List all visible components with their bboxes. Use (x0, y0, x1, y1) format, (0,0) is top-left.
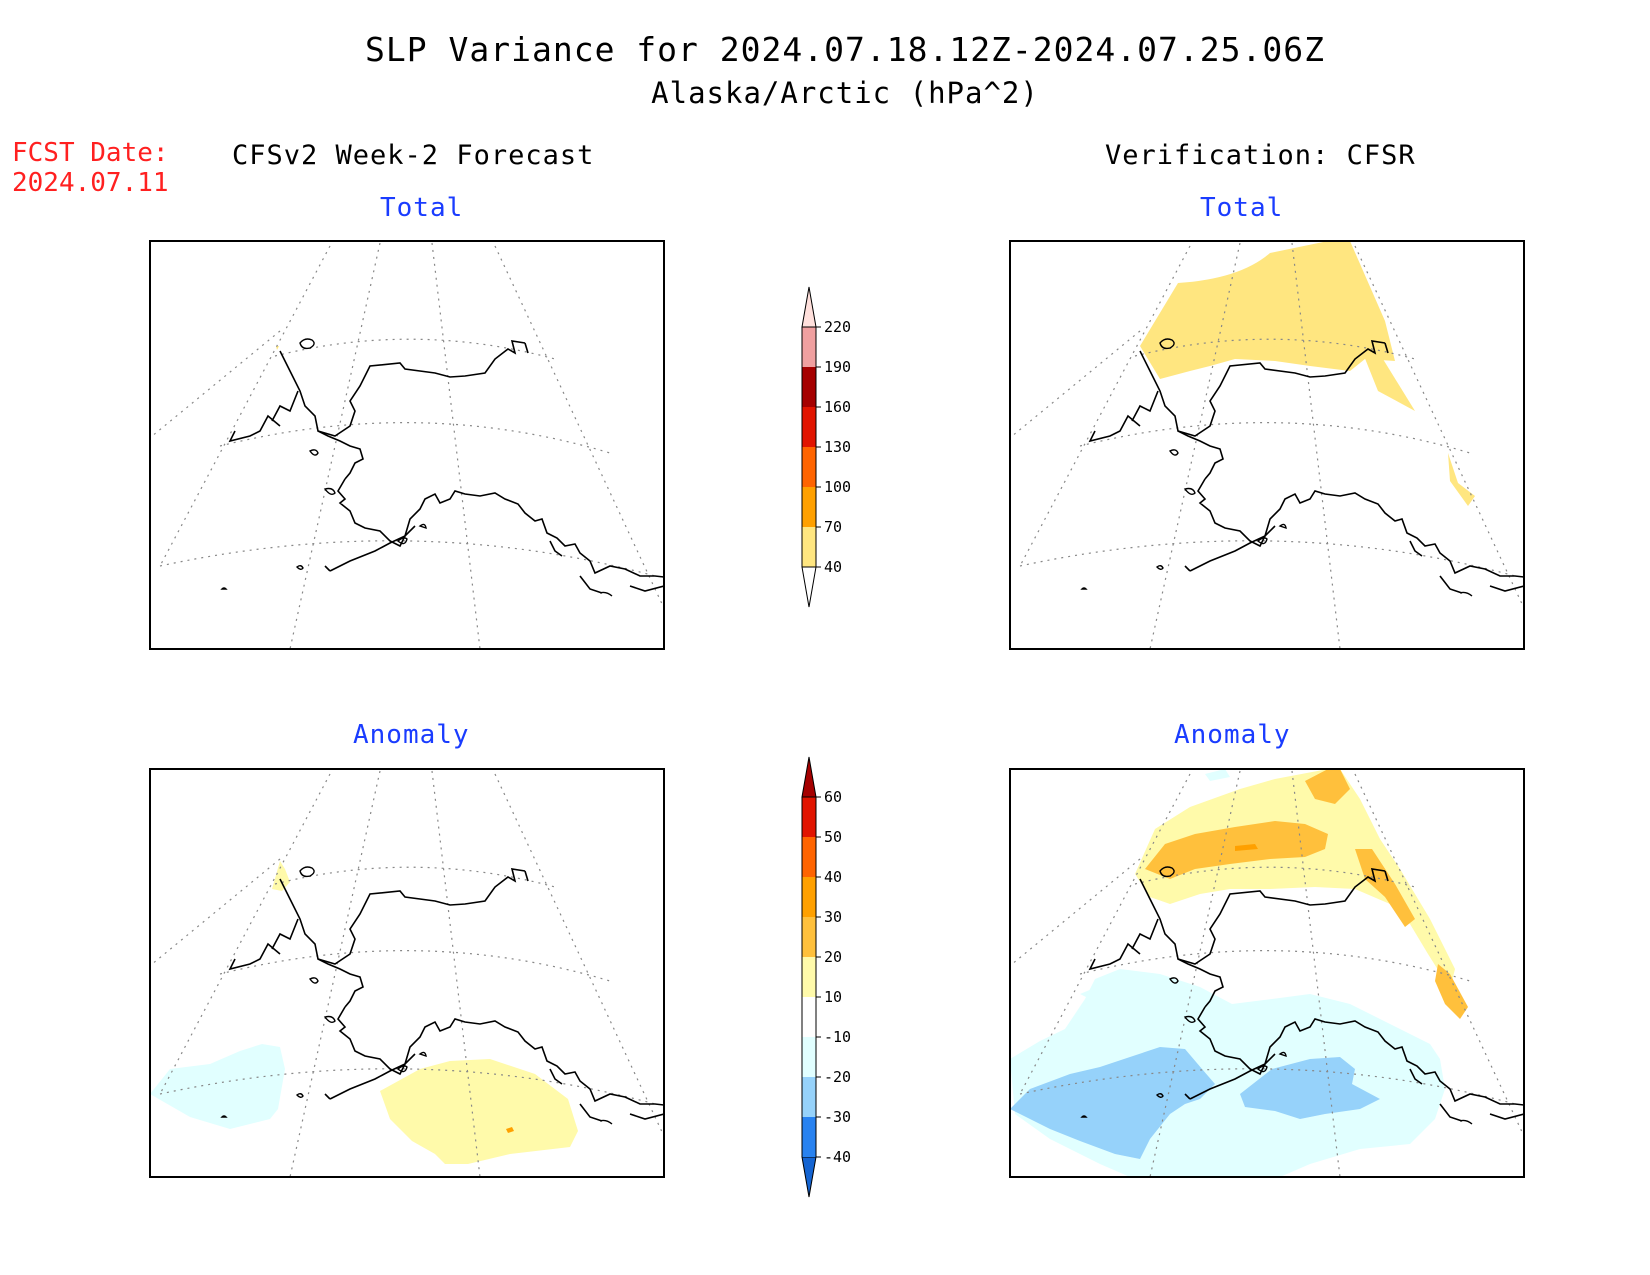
verification-total-subtitle: Total (1200, 193, 1284, 223)
total-colorbar: 40 70 100 130 160 190 220 (801, 286, 851, 608)
colorbar-box (802, 837, 816, 877)
colorbar-label: 220 (824, 318, 851, 336)
colorbar-label: 30 (824, 908, 842, 926)
colorbar-box (802, 367, 816, 407)
forecast-date-value: 2024.07.11 (12, 168, 169, 198)
verification-total-map (1009, 240, 1525, 650)
colorbar-box (802, 447, 816, 487)
colorbar-box (802, 487, 816, 527)
forecast-column-title: CFSv2 Week-2 Forecast (232, 140, 595, 171)
map-frame (149, 768, 665, 1178)
colorbar-label: -30 (824, 1108, 851, 1126)
anomaly-shading (1205, 769, 1230, 781)
colorbar-label: -20 (824, 1068, 851, 1086)
forecast-anomaly-subtitle: Anomaly (353, 720, 470, 750)
anomaly-shading (1010, 1047, 1215, 1159)
colorbar-box (802, 957, 816, 997)
colorbar-box (802, 1077, 816, 1117)
forecast-anomaly-map (149, 768, 665, 1178)
anomaly-shading (150, 1044, 285, 1129)
colorbar-box (802, 917, 816, 957)
colorbar-label: 40 (824, 868, 842, 886)
colorbar-box (802, 1037, 816, 1077)
forecast-total-subtitle: Total (380, 193, 464, 223)
variance-shading (1448, 453, 1475, 506)
variance-shading (1140, 241, 1395, 379)
anomaly-shading (1080, 989, 1092, 999)
verification-anomaly-map (1009, 768, 1525, 1178)
colorbar-bottom-arrow (801, 1156, 817, 1198)
variance-shading (1360, 346, 1415, 411)
anomaly-colorbar: -40 -30 -20 -10 10 20 30 40 50 60 (801, 756, 851, 1198)
colorbar-label: 190 (824, 358, 851, 376)
colorbar-top-arrow (801, 756, 817, 798)
colorbar-label: 160 (824, 398, 851, 416)
anomaly-shading (1235, 844, 1258, 851)
colorbar-label: 10 (824, 988, 842, 1006)
colorbar-box (802, 797, 816, 837)
variance-shading (276, 346, 279, 350)
anomaly-shading (506, 1127, 514, 1133)
colorbar-label: 100 (824, 478, 851, 496)
figure-title: SLP Variance for 2024.07.18.12Z-2024.07.… (365, 30, 1325, 69)
anomaly-shading (1355, 849, 1415, 927)
colorbar-top-arrow (801, 286, 817, 328)
colorbar-box (802, 527, 816, 567)
colorbar-box (802, 407, 816, 447)
anomaly-shading (1435, 964, 1468, 1019)
colorbar-label: 50 (824, 828, 842, 846)
forecast-total-map (149, 240, 665, 650)
colorbar-label: 40 (824, 558, 842, 576)
anomaly-shading (1240, 1057, 1380, 1119)
colorbar-box (802, 877, 816, 917)
figure-subtitle: Alaska/Arctic (hPa^2) (651, 76, 1039, 110)
verification-column-title: Verification: CFSR (1105, 140, 1416, 171)
colorbar-label: -10 (824, 1028, 851, 1046)
forecast-date: FCST Date: 2024.07.11 (12, 138, 169, 198)
colorbar-label: -40 (824, 1148, 851, 1166)
colorbar-bottom-arrow (801, 566, 817, 608)
map-frame (1009, 768, 1525, 1178)
colorbar-label: 70 (824, 518, 842, 536)
colorbar-box (802, 1117, 816, 1157)
colorbar-label: 60 (824, 788, 842, 806)
verification-anomaly-subtitle: Anomaly (1174, 720, 1291, 750)
anomaly-shading (1135, 769, 1455, 989)
colorbar-box (802, 327, 816, 367)
colorbar-label: 20 (824, 948, 842, 966)
anomaly-shading (1305, 769, 1350, 804)
map-frame (1009, 240, 1525, 650)
anomaly-shading (380, 1059, 578, 1164)
colorbar-box (802, 997, 816, 1037)
colorbar-label: 130 (824, 438, 851, 456)
map-frame (149, 240, 665, 650)
anomaly-shading (272, 861, 290, 891)
forecast-date-label: FCST Date: (12, 138, 169, 168)
